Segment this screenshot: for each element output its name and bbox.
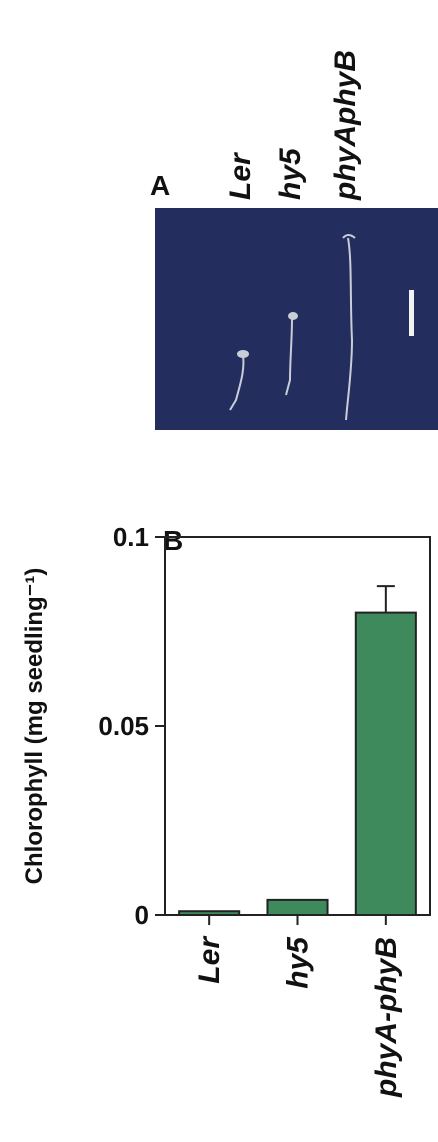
panel-a-label: A	[150, 170, 170, 201]
y-tick-label: 0.1	[113, 522, 149, 552]
lane-label: hy5	[274, 147, 307, 200]
error-bar	[377, 586, 395, 612]
lane-label: Ler	[224, 151, 257, 200]
y-tick-label: 0	[135, 900, 149, 930]
x-tick-label: Ler	[193, 935, 226, 984]
figure: A Ler hy5 phyAphyB B Chlorophyll (mg see…	[0, 0, 438, 1137]
scale-bar	[409, 290, 414, 336]
x-tick-label: phyA-phyB	[370, 937, 403, 1098]
bar	[179, 911, 239, 915]
seedling-photo	[155, 208, 438, 430]
x-tick-label: hy5	[282, 936, 315, 989]
lane-label: phyAphyB	[329, 50, 362, 201]
y-axis-label: Chlorophyll (mg seedling⁻¹)	[21, 568, 48, 885]
bar	[356, 613, 416, 915]
panel-b-label: B	[163, 525, 183, 556]
bar	[267, 900, 327, 915]
y-tick-label: 0.05	[98, 711, 149, 741]
